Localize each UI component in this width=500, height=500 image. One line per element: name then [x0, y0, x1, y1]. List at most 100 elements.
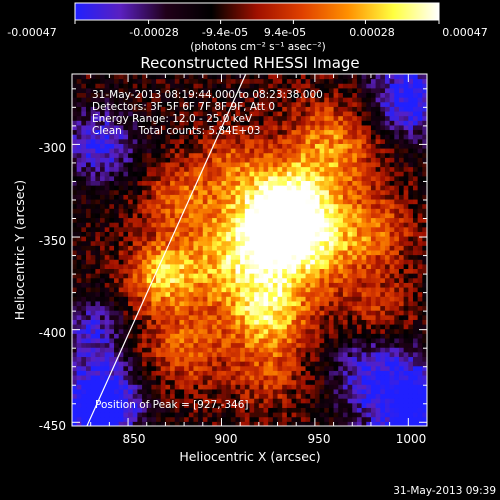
heatmap-cell [188, 171, 194, 177]
heatmap-cell [314, 101, 321, 107]
heatmap-cell [291, 157, 297, 163]
heatmap-cell [128, 254, 134, 260]
heatmap-cell [235, 310, 241, 316]
heatmap-cell [86, 277, 92, 283]
heatmap-cell [72, 166, 78, 172]
heatmap-cell [137, 361, 143, 367]
heatmap-cell [235, 388, 241, 395]
heatmap-cell [305, 300, 311, 307]
heatmap-cell [272, 342, 279, 348]
heatmap-cell [184, 268, 190, 274]
heatmap-cell [361, 83, 367, 89]
heatmap-cell [342, 393, 349, 399]
heatmap-cell [146, 212, 152, 219]
heatmap-cell [226, 101, 232, 107]
heatmap-cell [240, 328, 246, 334]
heatmap-cell [291, 92, 297, 98]
heatmap-cell [310, 375, 316, 381]
heatmap-cell [286, 83, 293, 89]
heatmap-cell [188, 416, 194, 422]
heatmap-cell [128, 398, 134, 404]
heatmap-cell [146, 97, 152, 103]
heatmap-cell [72, 74, 78, 80]
heatmap-cell [151, 268, 157, 274]
heatmap-cell [305, 365, 311, 371]
heatmap-cell [193, 407, 199, 413]
heatmap-cell [305, 194, 311, 200]
heatmap-cell [226, 402, 232, 408]
heatmap-cell [156, 92, 162, 98]
heatmap-cell [258, 87, 265, 94]
heatmap-cell [244, 87, 250, 94]
heatmap-cell [296, 324, 302, 330]
heatmap-cell [291, 231, 297, 237]
heatmap-cell [366, 222, 372, 228]
heatmap-cell [137, 97, 143, 103]
heatmap-cell [370, 398, 377, 404]
heatmap-cell [230, 379, 236, 385]
heatmap-cell [86, 319, 92, 325]
heatmap-cell [314, 300, 321, 307]
heatmap-cell [230, 421, 236, 426]
heatmap-cell [356, 416, 363, 422]
heatmap-cell [184, 277, 190, 283]
heatmap-cell [86, 157, 92, 163]
heatmap-cell [258, 240, 265, 246]
heatmap-cell [109, 342, 115, 348]
heatmap-cell [277, 412, 283, 418]
heatmap-cell [375, 236, 381, 242]
heatmap-cell [86, 101, 92, 107]
heatmap-cell [366, 416, 372, 422]
heatmap-cell [123, 208, 129, 214]
heatmap-cell [165, 157, 171, 163]
heatmap-cell [151, 194, 157, 200]
heatmap-cell [352, 384, 358, 390]
heatmap-cell [104, 300, 110, 307]
heatmap-cell [366, 310, 372, 316]
heatmap-cell [207, 416, 213, 422]
heatmap-cell [300, 148, 307, 154]
heatmap-cell [142, 148, 148, 154]
heatmap-cell [277, 162, 283, 168]
heatmap-cell [361, 87, 367, 94]
heatmap-cell [314, 143, 321, 149]
heatmap-cell [151, 412, 157, 418]
heatmap-cell [291, 282, 297, 288]
heatmap-cell [249, 300, 255, 307]
heatmap-cell [165, 375, 171, 381]
heatmap-cell [151, 120, 157, 126]
heatmap-cell [216, 83, 222, 89]
heatmap-cell [370, 111, 377, 117]
heatmap-cell [361, 421, 367, 426]
heatmap-cell [212, 120, 218, 126]
heatmap-cell [356, 92, 363, 98]
heatmap-cell [76, 212, 82, 219]
heatmap-cell [216, 388, 222, 395]
heatmap-cell [282, 347, 288, 353]
heatmap-cell [193, 412, 199, 418]
heatmap-cell [347, 97, 353, 103]
heatmap-cell [198, 328, 204, 334]
colorbar-tick-label: 0.00028 [349, 26, 395, 39]
heatmap-cell [226, 407, 232, 413]
heatmap-cell [277, 208, 283, 214]
heatmap-cell [226, 388, 232, 395]
heatmap-cell [81, 240, 87, 246]
heatmap-cell [235, 333, 241, 339]
heatmap-cell [95, 162, 101, 168]
heatmap-cell [202, 370, 208, 376]
heatmap-cell [352, 138, 358, 144]
heatmap-cell [123, 296, 129, 302]
heatmap-cell [366, 347, 372, 353]
heatmap-cell [370, 365, 377, 371]
heatmap-cell [221, 166, 227, 172]
heatmap-cell [249, 338, 255, 344]
heatmap-cell [142, 240, 148, 246]
heatmap-cell [342, 259, 349, 265]
heatmap-cell [324, 412, 330, 418]
heatmap-cell [333, 231, 339, 237]
heatmap-cell [212, 231, 218, 237]
heatmap-cell [207, 356, 213, 362]
heatmap-cell [272, 351, 279, 358]
heatmap-cell [104, 263, 110, 270]
